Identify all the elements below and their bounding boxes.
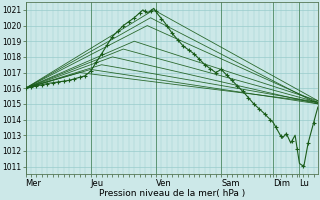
X-axis label: Pression niveau de la mer( hPa ): Pression niveau de la mer( hPa ) — [99, 189, 245, 198]
